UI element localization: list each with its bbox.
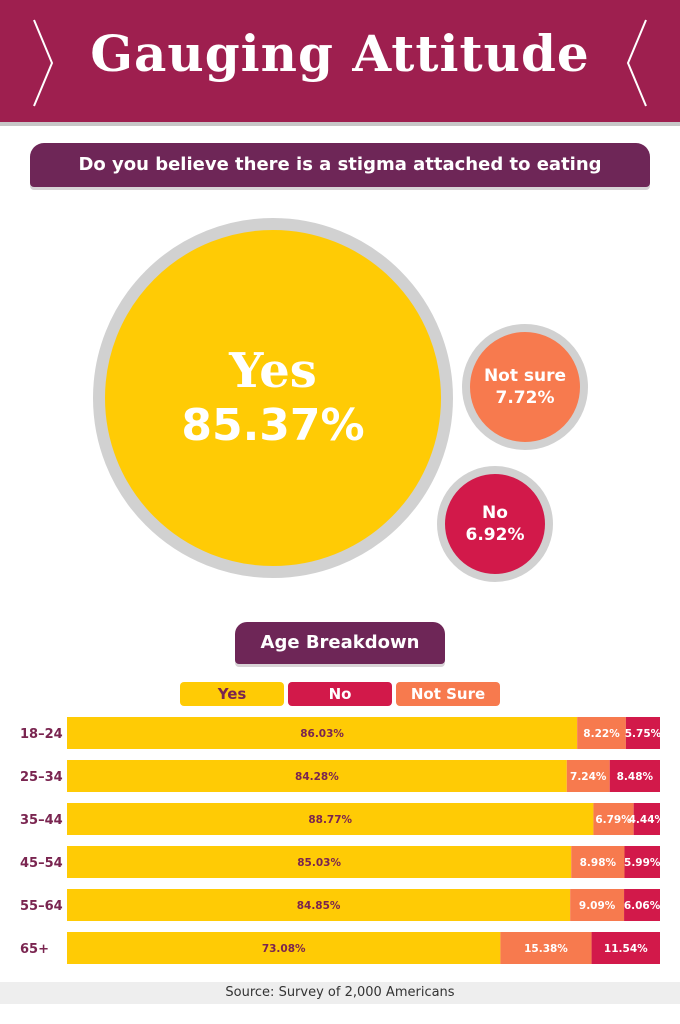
age-label: 65+ bbox=[20, 942, 49, 957]
bubble-yes-value: 85.37% bbox=[181, 400, 365, 451]
bubble-not-sure-value: 7.72% bbox=[495, 388, 555, 408]
chevron-left-icon bbox=[33, 19, 54, 107]
bar-data-label: 9.09% bbox=[579, 900, 616, 912]
bar-data-label: 73.08% bbox=[262, 943, 306, 955]
bar-data-label: 86.03% bbox=[300, 728, 344, 740]
bar-segment-no bbox=[591, 932, 660, 964]
legend-yes: Yes bbox=[180, 682, 284, 706]
bar-segment-not-sure bbox=[593, 803, 634, 835]
bubble-not-sure-label: Not sure bbox=[483, 366, 567, 386]
bar-segment-not-sure bbox=[570, 889, 625, 921]
bar-data-label: 6.79% bbox=[595, 814, 632, 826]
bar-segment-no bbox=[624, 846, 660, 878]
bar-data-label: 15.38% bbox=[524, 943, 568, 955]
chevron-right-icon bbox=[626, 19, 647, 107]
title-banner: Gauging Attitude bbox=[0, 0, 680, 126]
bar-segment-yes bbox=[67, 717, 578, 749]
bubble-yes-label: Yes bbox=[229, 343, 317, 399]
bar-segment-no bbox=[609, 760, 660, 792]
bar-segment-no bbox=[624, 889, 660, 921]
bubble-no-label: No bbox=[482, 503, 508, 523]
bar-segment-not-sure bbox=[577, 717, 626, 749]
bar-data-label: 4.44% bbox=[629, 814, 666, 826]
bar-data-label: 84.85% bbox=[297, 900, 341, 912]
legend-no: No bbox=[288, 682, 392, 706]
age-label: 25–34 bbox=[20, 770, 63, 785]
bar-data-label: 85.03% bbox=[297, 857, 341, 869]
bar-data-label: 5.75% bbox=[625, 728, 662, 740]
bar-segment-no bbox=[625, 717, 660, 749]
age-label: 35–44 bbox=[20, 813, 63, 828]
bar-segment-yes bbox=[67, 889, 571, 921]
bar-data-label: 8.22% bbox=[583, 728, 620, 740]
bar-data-label: 88.77% bbox=[308, 814, 352, 826]
bar-segment-yes bbox=[67, 846, 572, 878]
bar-segment-not-sure bbox=[571, 846, 625, 878]
bar-segment-yes bbox=[67, 760, 567, 792]
source-note: Source: Survey of 2,000 Americans bbox=[0, 982, 680, 1004]
bar-data-label: 5.99% bbox=[624, 857, 661, 869]
survey-question: Do you believe there is a stigma attache… bbox=[30, 143, 650, 219]
bar-data-label: 8.48% bbox=[617, 771, 654, 783]
bar-segment-not-sure bbox=[500, 932, 592, 964]
bar-segment-not-sure bbox=[566, 760, 610, 792]
bubble-no-value: 6.92% bbox=[465, 525, 525, 545]
page-title: Gauging Attitude bbox=[90, 24, 590, 83]
bubble-not-sure: Not sure 7.72% bbox=[462, 324, 588, 450]
age-label: 55–64 bbox=[20, 899, 63, 914]
age-label: 45–54 bbox=[20, 856, 63, 871]
bar-data-label: 11.54% bbox=[604, 943, 648, 955]
bar-segment-no bbox=[633, 803, 660, 835]
age-label: 18–24 bbox=[20, 727, 63, 742]
bar-segment-yes bbox=[67, 932, 501, 964]
bar-segment-yes bbox=[67, 803, 594, 835]
bar-data-label: 84.28% bbox=[295, 771, 339, 783]
age-breakdown-title: Age Breakdown bbox=[235, 622, 445, 664]
bar-data-label: 7.24% bbox=[570, 771, 607, 783]
bar-data-label: 8.98% bbox=[580, 857, 617, 869]
bubble-yes: Yes 85.37% bbox=[93, 218, 453, 578]
bar-data-label: 6.06% bbox=[624, 900, 661, 912]
bubble-no: No 6.92% bbox=[437, 466, 553, 582]
legend-not-sure: Not Sure bbox=[396, 682, 500, 706]
